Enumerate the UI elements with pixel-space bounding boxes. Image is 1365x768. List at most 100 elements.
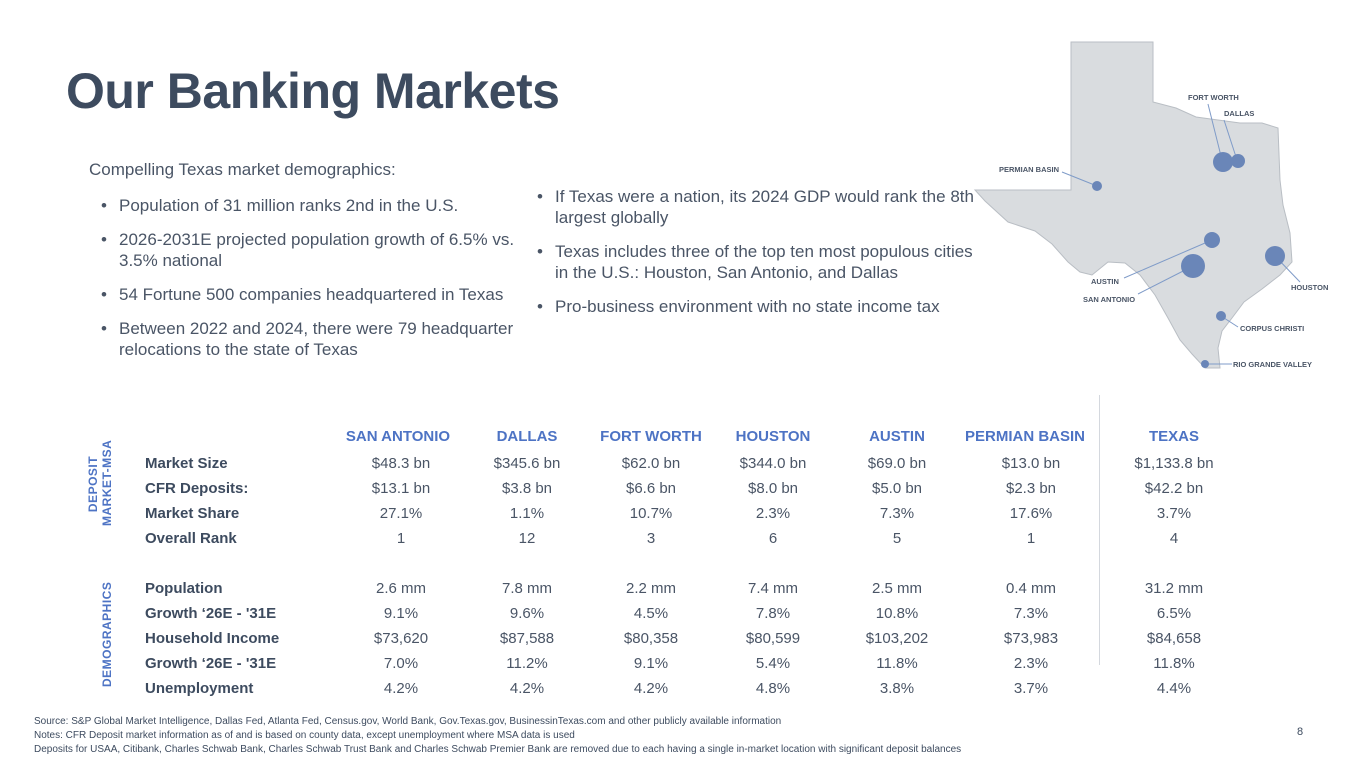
table-cell: 3.7% xyxy=(1013,680,1049,697)
bullet-item: Between 2022 and 2024, there were 79 hea… xyxy=(101,318,541,360)
table-cell: $48.3 bn xyxy=(371,455,431,472)
table-cell: $6.6 bn xyxy=(625,480,677,497)
table-cell: 7.3% xyxy=(879,505,915,522)
fort-worth-marker xyxy=(1213,152,1233,172)
houston-marker xyxy=(1265,246,1285,266)
table-cell: 17.6% xyxy=(1009,505,1053,522)
map-label-rgv: RIO GRANDE VALLEY xyxy=(1233,360,1312,369)
bullet-item: 54 Fortune 500 companies headquartered i… xyxy=(101,284,541,305)
texas-state-shape xyxy=(973,41,1293,369)
permian-basin-marker xyxy=(1092,181,1102,191)
table-cell: $1,133.8 bn xyxy=(1134,455,1214,472)
column-header: SAN ANTONIO xyxy=(345,428,451,445)
row-label: Unemployment xyxy=(145,680,254,697)
row-label: Market Share xyxy=(145,505,240,522)
table-cell: 2.3% xyxy=(755,505,791,522)
footnote-deposits: Deposits for USAA, Citibank, Charles Sch… xyxy=(34,744,962,755)
side-label-line: DEPOSIT xyxy=(86,455,100,513)
leader-line-fort-worth xyxy=(1207,103,1223,161)
map-label-houston: HOUSTON xyxy=(1291,283,1328,292)
table-cell: 1.1% xyxy=(509,505,545,522)
bullet-item: If Texas were a nation, its 2024 GDP wou… xyxy=(537,186,977,228)
dallas-marker xyxy=(1231,154,1245,168)
side-label-line: MARKET-MSA xyxy=(100,439,114,526)
table-cell: 2.2 mm xyxy=(625,580,677,597)
bullet-item: 2026-2031E projected population growth o… xyxy=(101,229,541,271)
table-cell: $13.0 bn xyxy=(1001,455,1061,472)
footnote-notes: Notes: CFR Deposit market information as… xyxy=(34,730,575,741)
row-label: CFR Deposits: xyxy=(145,480,249,497)
table-cell: $3.8 bn xyxy=(501,480,553,497)
table-cell: 5 xyxy=(892,530,902,547)
page-title: Our Banking Markets xyxy=(66,63,560,119)
table-cell: 1 xyxy=(396,530,406,547)
table-cell: 7.4 mm xyxy=(747,580,799,597)
column-header: FORT WORTH xyxy=(600,428,702,445)
table-cell: 11.2% xyxy=(506,655,548,672)
table-cell: 0.4 mm xyxy=(1005,580,1057,597)
table-cell: $73,620 xyxy=(373,630,429,647)
table-cell: $62.0 bn xyxy=(621,455,681,472)
table-cell: 10.8% xyxy=(875,605,919,622)
demographics-side-label: DEMOGRAPHICS xyxy=(100,581,114,687)
table-cell: $84,658 xyxy=(1146,630,1202,647)
map-label-san-antonio: SAN ANTONIO xyxy=(1083,295,1135,304)
column-header: DALLAS xyxy=(496,428,558,445)
row-label: Growth ‘26E - '31E xyxy=(145,655,277,672)
texas-column-divider xyxy=(1099,395,1100,665)
table-cell: 5.4% xyxy=(755,655,791,672)
table-cell: 7.3% xyxy=(1013,605,1049,622)
table-cell: $80,358 xyxy=(623,630,679,647)
texas-market-map: FORT WORTH DALLAS PERMIAN BASIN AUSTIN S… xyxy=(973,41,1328,369)
table-cell: 2.5 mm xyxy=(871,580,923,597)
table-cell: 2.3% xyxy=(1013,655,1049,672)
right-bullet-list: If Texas were a nation, its 2024 GDP wou… xyxy=(537,186,977,330)
page-number: 8 xyxy=(1297,726,1304,738)
table-cell: 3.8% xyxy=(879,680,915,697)
table-cell: $345.6 bn xyxy=(493,455,561,472)
table-cell: 1 xyxy=(1026,530,1036,547)
footnote-source: Source: S&P Global Market Intelligence, … xyxy=(34,716,782,727)
austin-marker xyxy=(1204,232,1220,248)
table-cell: $2.3 bn xyxy=(1005,480,1057,497)
table-cell: 9.1% xyxy=(633,655,669,672)
table-cell: 4.4% xyxy=(1156,680,1192,697)
table-cell: 9.1% xyxy=(383,605,419,622)
table-cell: 7.8 mm xyxy=(501,580,553,597)
row-label: Growth ‘26E - '31E xyxy=(145,605,277,622)
table-cell: 10.7% xyxy=(629,505,673,522)
column-header: HOUSTON xyxy=(735,428,811,445)
leader-line-dallas xyxy=(1223,119,1238,161)
map-label-austin: AUSTIN xyxy=(1091,277,1119,286)
column-header: PERMIAN BASIN xyxy=(964,428,1086,445)
table-cell: 31.2 mm xyxy=(1144,580,1204,597)
table-cell: 27.1% xyxy=(379,505,423,522)
left-bullet-list: Population of 31 million ranks 2nd in th… xyxy=(101,195,541,373)
leader-line-permian xyxy=(1061,171,1098,187)
table-cell: 3.7% xyxy=(1156,505,1192,522)
bullet-item: Pro-business environment with no state i… xyxy=(537,296,977,317)
footnotes: Source: S&P Global Market Intelligence, … xyxy=(34,715,961,757)
corpus-christi-marker xyxy=(1216,311,1226,321)
table-cell: 4.5% xyxy=(633,605,669,622)
table-cell: 3 xyxy=(646,530,656,547)
table-cell: 4.2% xyxy=(383,680,419,697)
map-label-dallas: DALLAS xyxy=(1224,109,1254,118)
map-label-permian: PERMIAN BASIN xyxy=(999,165,1059,174)
table-cell: 6.5% xyxy=(1156,605,1192,622)
table-cell: $5.0 bn xyxy=(871,480,923,497)
row-label: Population xyxy=(145,580,223,597)
column-header: AUSTIN xyxy=(869,428,925,445)
table-cell: 2.6 mm xyxy=(375,580,427,597)
rio-grande-valley-marker xyxy=(1201,360,1209,368)
table-cell: $42.2 bn xyxy=(1144,480,1204,497)
row-label: Market Size xyxy=(145,455,228,472)
table-cell: $103,202 xyxy=(865,630,929,647)
column-header: TEXAS xyxy=(1148,428,1200,445)
table-cell: 11.8% xyxy=(876,655,918,672)
table-cell: $8.0 bn xyxy=(747,480,799,497)
table-cell: 4.8% xyxy=(755,680,791,697)
bullet-item: Texas includes three of the top ten most… xyxy=(537,241,977,283)
san-antonio-marker xyxy=(1181,254,1205,278)
table-cell: $69.0 bn xyxy=(867,455,927,472)
